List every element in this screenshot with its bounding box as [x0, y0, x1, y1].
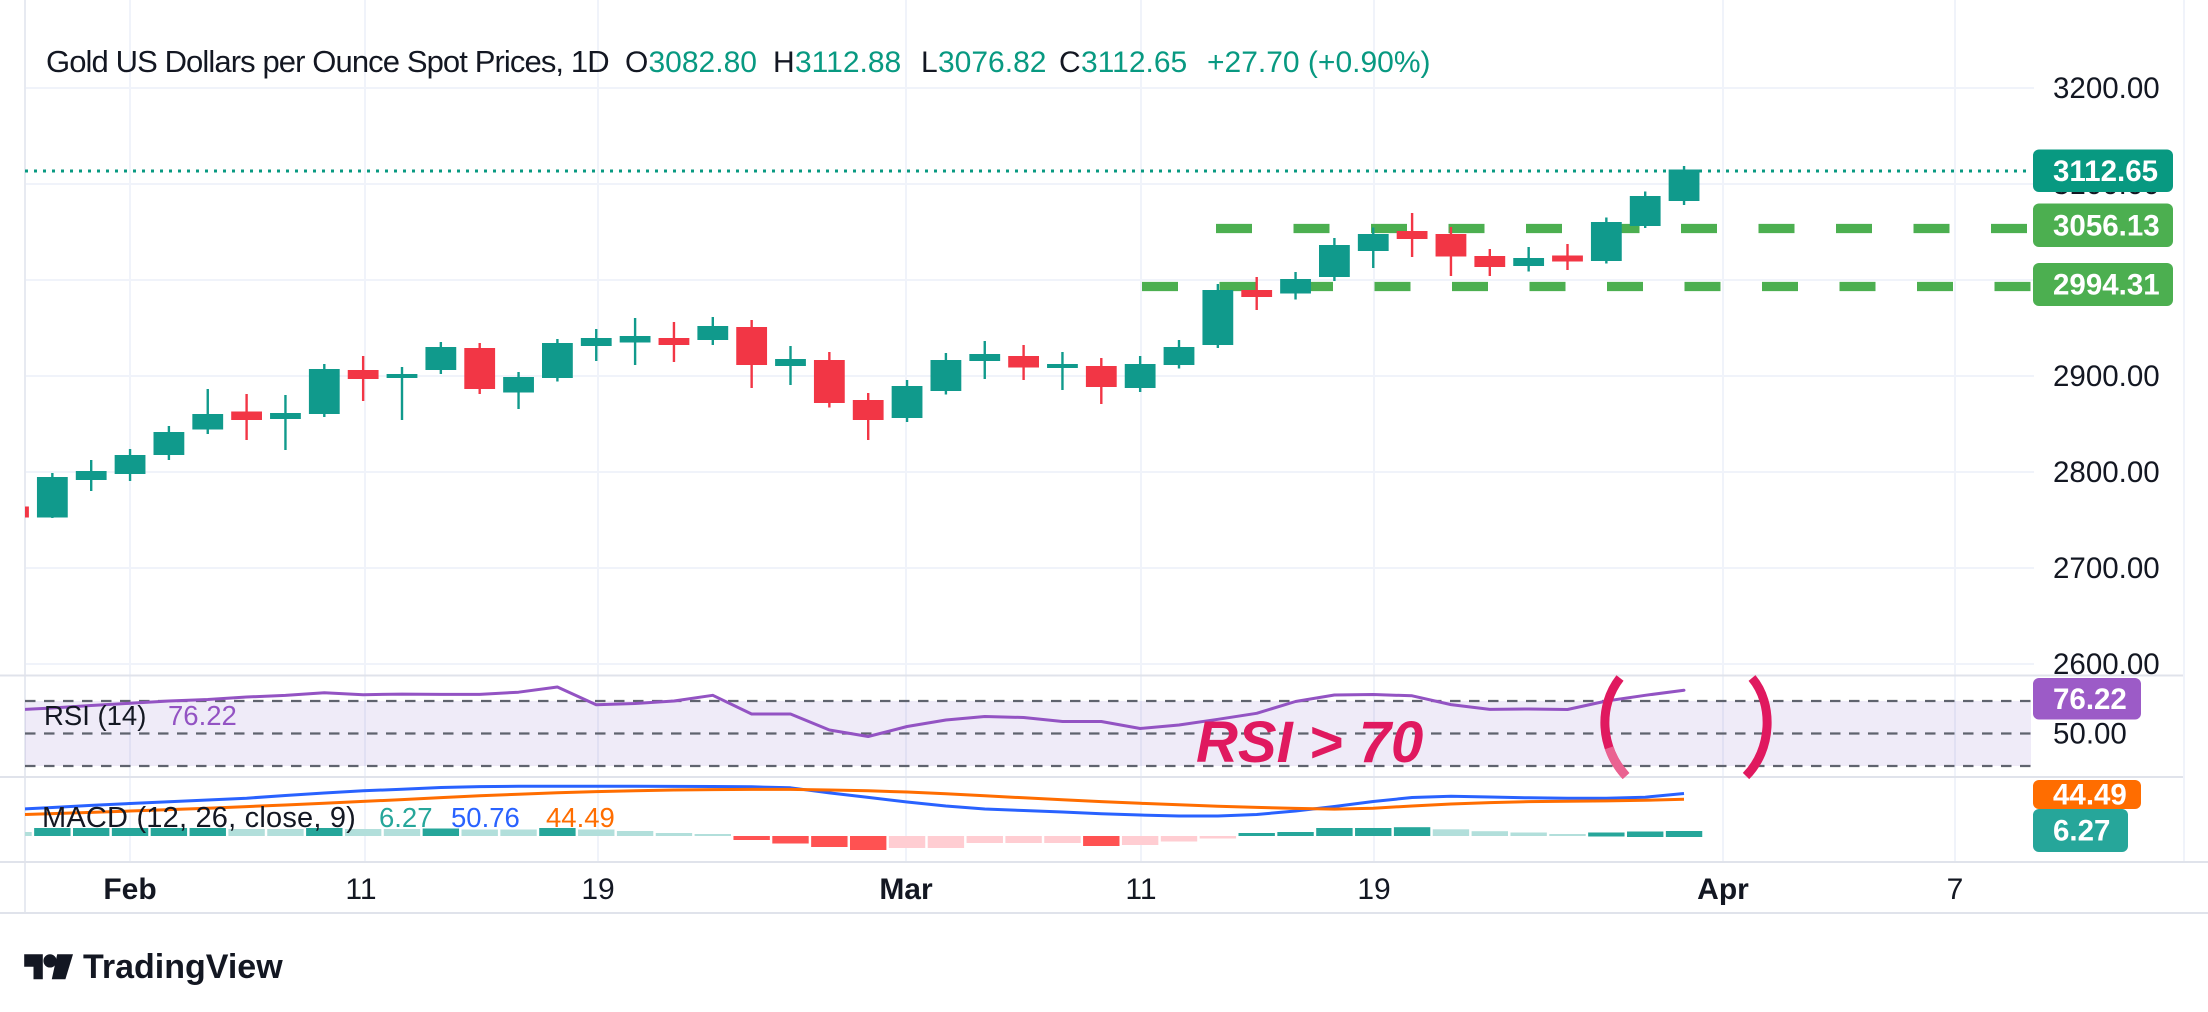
svg-text:3082.80: 3082.80: [649, 46, 757, 79]
svg-text:RSI > 70: RSI > 70: [1196, 710, 1423, 775]
svg-text:44.49: 44.49: [2053, 779, 2127, 812]
svg-text:7: 7: [1947, 873, 1964, 906]
svg-text:Mar: Mar: [879, 873, 933, 906]
svg-text:MACD (12, 26, close, 9): MACD (12, 26, close, 9): [42, 802, 356, 834]
svg-text:Feb: Feb: [103, 873, 156, 906]
svg-text:Gold US Dollars per Ounce Spot: Gold US Dollars per Ounce Spot Prices, 1…: [46, 44, 609, 79]
svg-text:44.49: 44.49: [546, 802, 615, 833]
svg-text:L: L: [921, 46, 938, 79]
svg-text:TradingView: TradingView: [83, 948, 283, 986]
svg-text:50.76: 50.76: [451, 802, 520, 833]
svg-text:+27.70 (+0.90%): +27.70 (+0.90%): [1207, 46, 1431, 79]
svg-text:76.22: 76.22: [2053, 683, 2127, 716]
svg-text:2800.00: 2800.00: [2053, 456, 2160, 489]
svg-text:Apr: Apr: [1697, 873, 1749, 906]
svg-text:3112.88: 3112.88: [795, 46, 901, 79]
svg-text:19: 19: [1357, 873, 1390, 906]
svg-text:6.27: 6.27: [379, 802, 433, 833]
svg-text:3112.65: 3112.65: [2053, 155, 2158, 188]
svg-text:11: 11: [1125, 873, 1156, 906]
svg-text:RSI (14): RSI (14): [44, 700, 146, 731]
svg-text:11: 11: [345, 873, 376, 906]
svg-text:H: H: [773, 46, 795, 79]
svg-text:2900.00: 2900.00: [2053, 360, 2160, 393]
svg-text:3200.00: 3200.00: [2053, 72, 2160, 105]
svg-text:O: O: [625, 46, 648, 79]
svg-text:76.22: 76.22: [168, 700, 237, 731]
svg-text:3112.65: 3112.65: [1081, 46, 1187, 79]
svg-text:6.27: 6.27: [2053, 815, 2110, 848]
svg-text:2700.00: 2700.00: [2053, 552, 2160, 585]
svg-text:C: C: [1059, 46, 1081, 79]
svg-text:2994.31: 2994.31: [2053, 269, 2160, 302]
svg-text:3056.13: 3056.13: [2053, 209, 2160, 242]
svg-text:2600.00: 2600.00: [2053, 648, 2160, 681]
svg-text:3076.82: 3076.82: [938, 46, 1046, 79]
svg-text:19: 19: [581, 873, 614, 906]
svg-text:50.00: 50.00: [2053, 718, 2127, 751]
